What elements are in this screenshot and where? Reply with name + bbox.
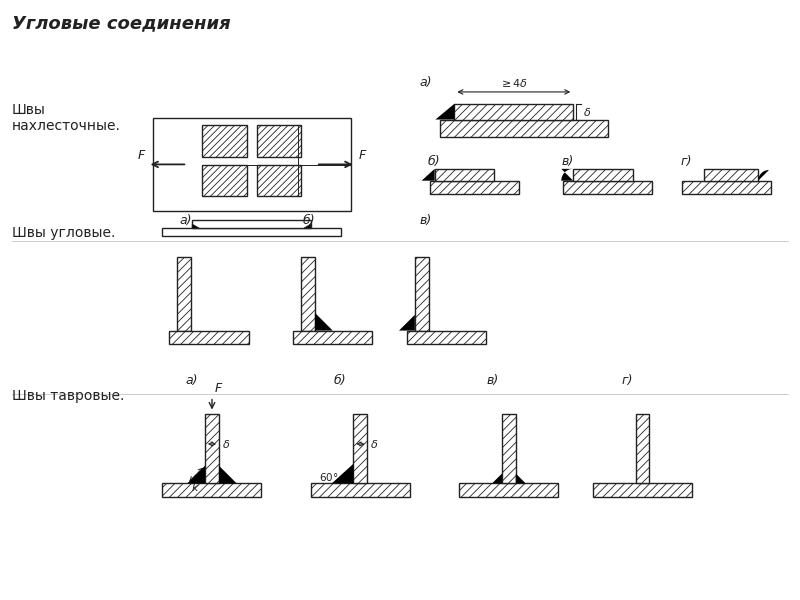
Bar (293, 331, 372, 344)
Text: $\delta$: $\delta$ (370, 438, 378, 450)
Polygon shape (304, 224, 311, 228)
Polygon shape (562, 169, 573, 181)
Polygon shape (492, 473, 502, 484)
Bar (573, 169, 633, 181)
Text: $60°$: $60°$ (319, 472, 338, 484)
Bar (205, 415, 219, 484)
Bar (192, 220, 311, 228)
Bar (439, 119, 608, 137)
Bar (257, 165, 301, 196)
Polygon shape (435, 104, 454, 119)
Bar (178, 257, 191, 331)
Text: б): б) (428, 155, 440, 168)
Bar (162, 228, 341, 236)
Text: $\geq 4\delta$: $\geq 4\delta$ (499, 77, 528, 89)
Text: в): в) (562, 155, 574, 168)
Text: а): а) (186, 374, 198, 387)
Polygon shape (516, 473, 526, 484)
Bar (301, 257, 315, 331)
Text: а): а) (179, 214, 192, 227)
Text: а): а) (420, 76, 432, 89)
Polygon shape (192, 224, 199, 228)
Text: Угловые соединения: Угловые соединения (12, 14, 230, 32)
Text: $\delta$: $\delta$ (583, 106, 591, 118)
Text: Швы
нахлесточные.: Швы нахлесточные. (12, 103, 121, 133)
Text: б): б) (303, 214, 316, 227)
Polygon shape (315, 313, 333, 331)
Polygon shape (758, 170, 769, 181)
Text: $\delta$: $\delta$ (222, 438, 230, 450)
Text: k: k (191, 484, 198, 493)
Bar (563, 181, 652, 194)
Bar (682, 181, 771, 194)
Text: Швы тавровые.: Швы тавровые. (12, 389, 125, 403)
Text: в): в) (486, 374, 498, 387)
Bar (202, 125, 246, 157)
Text: F: F (138, 149, 145, 163)
Polygon shape (187, 466, 205, 484)
Bar (202, 165, 246, 196)
Bar (434, 169, 494, 181)
Bar (635, 415, 650, 484)
Bar (170, 331, 249, 344)
Polygon shape (219, 466, 237, 484)
Text: F: F (215, 382, 222, 395)
Bar (257, 125, 301, 157)
Bar (311, 484, 410, 497)
Text: г): г) (622, 374, 633, 387)
Bar (354, 415, 367, 484)
Bar (459, 484, 558, 497)
Polygon shape (399, 315, 415, 331)
Bar (153, 118, 350, 211)
Bar (704, 169, 758, 181)
Bar (407, 331, 486, 344)
Bar (593, 484, 692, 497)
Text: Швы угловые.: Швы угловые. (12, 226, 115, 240)
Bar (502, 415, 516, 484)
Polygon shape (332, 464, 354, 484)
Text: б): б) (334, 374, 346, 387)
Bar (454, 104, 573, 119)
Bar (430, 181, 518, 194)
Bar (415, 257, 429, 331)
Bar (162, 484, 262, 497)
Polygon shape (422, 169, 434, 181)
Text: г): г) (680, 155, 691, 168)
Text: в): в) (420, 214, 432, 227)
Text: F: F (358, 149, 366, 163)
